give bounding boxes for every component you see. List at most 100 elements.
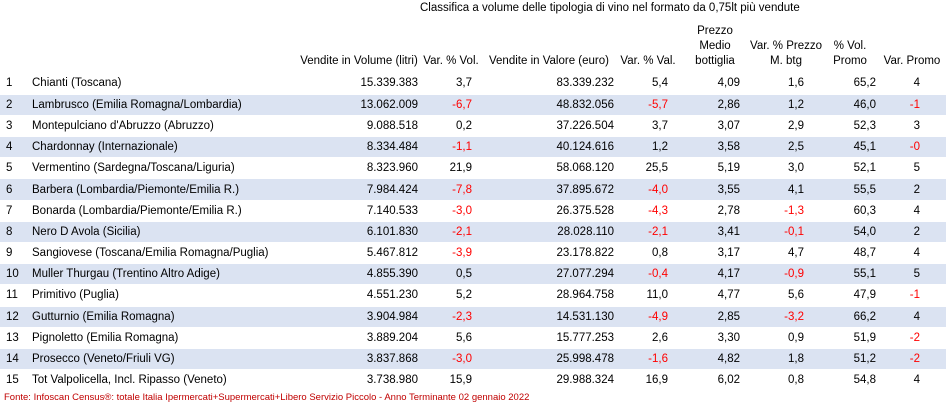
cell-prezzo-medio: 2,85 xyxy=(680,305,750,328)
cell-var-vol: 5,2 xyxy=(456,289,472,302)
table-row: 12 Gutturnio (Emilia Romagna) 3.904.984 -2,… xyxy=(0,305,946,328)
cell-var-vol: -3,9 xyxy=(452,247,472,260)
cell-prezzo-medio: 3,55 xyxy=(680,178,750,201)
cell-prezzo-medio: 3,17 xyxy=(717,247,740,260)
table-row: 10 Muller Thurgau (Trentino Altro Adige) 4… xyxy=(0,263,946,286)
header-var-val: Var. % Val. xyxy=(620,55,676,67)
cell-var-promo: 3 xyxy=(913,119,920,132)
cell-vol-promo: 51,9 xyxy=(853,331,876,344)
cell-rank: 10 xyxy=(0,263,32,286)
cell-prezzo-medio: 2,78 xyxy=(717,204,740,217)
cell-rank: 11 xyxy=(6,289,18,302)
cell-var-promo: -0 xyxy=(878,136,946,159)
cell-wine-name: Tot Valpolicella, Incl. Ripasso (Veneto) xyxy=(32,374,227,387)
cell-var-vol: 0,2 xyxy=(456,119,472,132)
cell-vendite-valore: 58.068.120 xyxy=(556,162,614,175)
cell-vendite-volume: 3.889.204 xyxy=(366,331,418,344)
cell-vol-promo: 66,2 xyxy=(822,305,878,328)
cell-prezzo-medio: 2,86 xyxy=(680,93,750,116)
cell-var-prezzo: 0,8 xyxy=(788,374,804,387)
cell-var-vol: -1,1 xyxy=(420,136,482,159)
cell-vol-promo: 48,7 xyxy=(853,247,876,260)
cell-vendite-volume: 4.551.230 xyxy=(366,289,418,302)
cell-rank: 7 xyxy=(6,204,13,217)
cell-rank: 9 xyxy=(6,247,13,260)
table-row: 4 Chardonnay (Internazionale) 8.334.484 -1,… xyxy=(0,136,946,159)
cell-vendite-volume: 3.904.984 xyxy=(298,305,420,328)
cell-vendite-volume: 3.837.868 xyxy=(298,347,420,371)
cell-var-val: 11,0 xyxy=(646,289,668,302)
cell-var-val: 0,8 xyxy=(652,247,668,260)
cell-var-vol: 5,6 xyxy=(456,331,472,344)
cell-vol-promo: 51,2 xyxy=(822,347,878,371)
cell-var-val: -4,3 xyxy=(648,204,668,217)
cell-vendite-valore: 28.964.758 xyxy=(556,289,614,302)
cell-vol-promo: 54,8 xyxy=(853,374,876,387)
table-row: 3 Montepulciano d'Abruzzo (Abruzzo) 9.088.… xyxy=(0,115,946,136)
cell-var-vol: 15,9 xyxy=(449,374,472,387)
cell-var-vol: -7,8 xyxy=(420,178,482,201)
table-row: 8 Nero D Avola (Sicilia) 6.101.830 -2,1 28.0… xyxy=(0,220,946,244)
cell-wine-name: Lambrusco (Emilia Romagna/Lombardia) xyxy=(32,93,298,116)
cell-var-val: 25,5 xyxy=(645,162,668,175)
cell-vendite-volume: 3.738.980 xyxy=(366,374,418,387)
cell-var-prezzo: -1,3 xyxy=(784,204,804,217)
table-row: 6 Barbera (Lombardia/Piemonte/Emilia R.) 7… xyxy=(0,178,946,201)
cell-var-vol: 21,9 xyxy=(449,162,472,175)
cell-var-promo: 4 xyxy=(878,305,946,328)
cell-rank: 4 xyxy=(0,136,32,159)
table-row: 15 Tot Valpolicella, Incl. Ripasso (Venet… xyxy=(0,370,946,391)
cell-var-vol: -2,1 xyxy=(420,220,482,244)
table-row: 1 Chianti (Toscana) 15.339.383 3,7 83.339.23… xyxy=(0,73,946,94)
cell-vendite-valore: 27.077.294 xyxy=(482,263,616,286)
cell-rank: 8 xyxy=(0,220,32,244)
cell-var-promo: 4 xyxy=(913,374,920,387)
cell-vendite-valore: 28.028.110 xyxy=(482,220,616,244)
cell-var-promo: 5 xyxy=(878,263,946,286)
cell-vol-promo: 65,2 xyxy=(853,77,876,90)
wine-ranking-table: Vendite in Volume (litri) Var. % Vol. Ve… xyxy=(0,17,946,391)
table-row: 7 Bonarda (Lombardia/Piemonte/Emilia R.) 7… xyxy=(0,200,946,221)
cell-vendite-volume: 5.467.812 xyxy=(366,247,418,260)
header-rank xyxy=(0,17,32,73)
cell-var-promo: 5 xyxy=(913,162,920,175)
cell-var-vol: -6,7 xyxy=(420,93,482,116)
cell-vendite-valore: 29.988.324 xyxy=(556,374,614,387)
cell-var-val: 1,2 xyxy=(616,136,680,159)
cell-rank: 12 xyxy=(0,305,32,328)
cell-var-promo: 4 xyxy=(913,77,920,90)
cell-vendite-valore: 14.531.130 xyxy=(482,305,616,328)
cell-vendite-volume: 7.140.533 xyxy=(366,204,418,217)
cell-vendite-valore: 23.178.822 xyxy=(556,247,614,260)
cell-vol-promo: 46,0 xyxy=(822,93,878,116)
cell-prezzo-medio: 3,41 xyxy=(680,220,750,244)
header-var-promo: Var. Promo xyxy=(883,55,941,67)
cell-vendite-volume: 9.088.518 xyxy=(366,119,418,132)
cell-var-vol: -2,3 xyxy=(420,305,482,328)
cell-var-prezzo: 5,6 xyxy=(788,289,804,302)
cell-wine-name: Vermentino (Sardegna/Toscana/Liguria) xyxy=(32,162,235,175)
cell-var-prezzo: 0,9 xyxy=(788,331,804,344)
cell-var-val: -1,6 xyxy=(616,347,680,371)
cell-var-promo: -2 xyxy=(878,347,946,371)
cell-rank: 1 xyxy=(6,77,13,90)
cell-var-promo: -2 xyxy=(909,331,920,344)
cell-rank: 15 xyxy=(6,374,19,387)
cell-vendite-valore: 15.777.253 xyxy=(556,331,614,344)
source-note: Fonte: Infoscan Census®: totale Italia I… xyxy=(4,392,530,403)
cell-rank: 3 xyxy=(6,119,13,132)
cell-var-val: 16,9 xyxy=(645,374,668,387)
cell-var-prezzo: 4,7 xyxy=(788,247,804,260)
cell-var-promo: 2 xyxy=(878,220,946,244)
cell-vendite-valore: 83.339.232 xyxy=(556,77,614,90)
cell-var-vol: -3,0 xyxy=(452,204,472,217)
cell-vol-promo: 54,0 xyxy=(822,220,878,244)
table-title: Classifica a volume delle tipologia di v… xyxy=(420,2,800,14)
cell-var-prezzo: 1,2 xyxy=(750,93,822,116)
cell-wine-name: Sangiovese (Toscana/Emilia Romagna/Pugli… xyxy=(32,247,269,260)
cell-vendite-valore: 48.832.056 xyxy=(482,93,616,116)
cell-wine-name: Nero D Avola (Sicilia) xyxy=(32,220,298,244)
cell-var-val: 2,6 xyxy=(652,331,668,344)
cell-var-prezzo: 1,8 xyxy=(750,347,822,371)
cell-var-val: -4,0 xyxy=(616,178,680,201)
